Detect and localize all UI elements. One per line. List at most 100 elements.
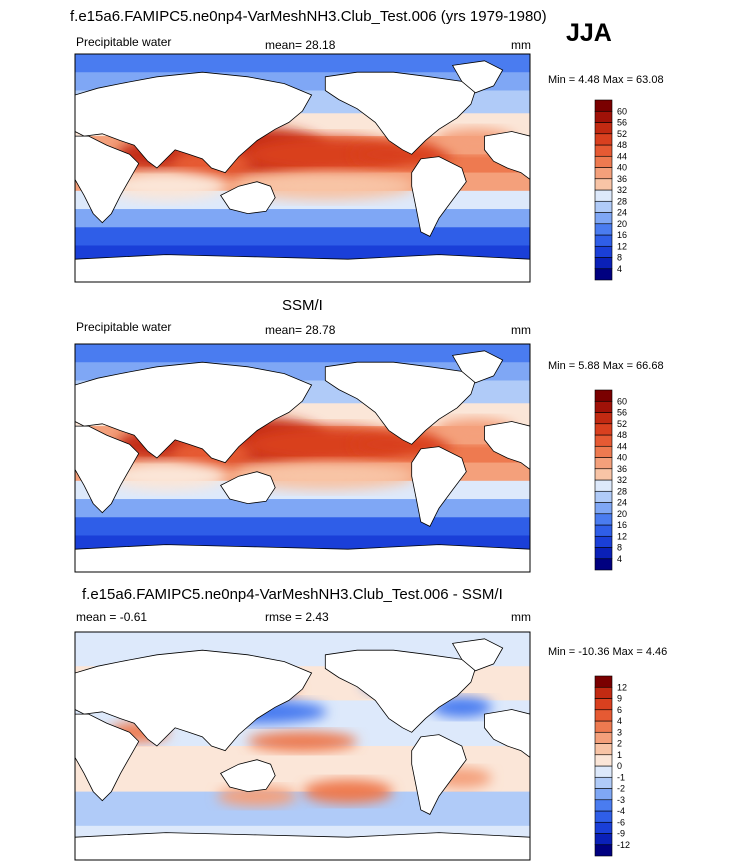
colorbar-box	[594, 776, 613, 789]
colorbar-box	[594, 122, 613, 135]
colorbar-tick-label: 8	[617, 543, 622, 553]
colorbar-box	[594, 743, 613, 756]
colorbar-tick-label: 24	[617, 208, 627, 218]
colorbar-tick-label: 36	[617, 464, 627, 474]
colorbar-tick-label: 8	[617, 253, 622, 263]
panel2-minmax-label: Min = 5.88 Max = 66.68	[548, 360, 664, 372]
colorbar-tick-label: 52	[617, 419, 627, 429]
continent-africa_w	[484, 709, 530, 758]
continent-africa	[75, 425, 140, 514]
colorbar-box	[594, 479, 613, 492]
colorbar-box	[594, 257, 613, 270]
colorbar-tick-label: 48	[617, 430, 627, 440]
map-panel-2	[74, 343, 531, 573]
colorbar-tick-label: 12	[617, 241, 627, 251]
colorbar-tick-label: 48	[617, 140, 627, 150]
colorbar-box	[594, 178, 613, 191]
colorbar-box	[594, 212, 613, 225]
colorbar-tick-label: -9	[617, 829, 625, 839]
continent-namerica	[324, 361, 476, 445]
colorbar-box	[594, 234, 613, 247]
colorbar-tick-label: -4	[617, 806, 625, 816]
colorbar-tick-label: 40	[617, 163, 627, 173]
panel2-mean-label: mean= 28.78	[265, 323, 336, 337]
continent-africa_w	[484, 421, 530, 470]
colorbar-box	[594, 524, 613, 537]
panel2-left-label: Precipitable water	[76, 320, 172, 334]
colorbar-tick-label: 24	[617, 498, 627, 508]
colorbar-box	[594, 754, 613, 767]
continent-africa_w	[484, 131, 530, 180]
colorbar-box	[594, 423, 613, 436]
contour-band	[75, 344, 530, 364]
continent-eurasia	[75, 649, 313, 752]
colorbar-tick-label: 28	[617, 486, 627, 496]
colorbar-tick-label: -3	[617, 795, 625, 805]
colorbar-box	[594, 765, 613, 778]
continent-greenland	[451, 350, 504, 384]
colorbar-tick-label: 2	[617, 739, 622, 749]
colorbar-tick-label: -1	[617, 772, 625, 782]
panel3-minmax-label: Min = -10.36 Max = 4.46	[548, 646, 668, 658]
contour-blob	[235, 172, 416, 201]
colorbar-tick-label: 20	[617, 509, 627, 519]
colorbar-tick-label: 16	[617, 230, 627, 240]
continent-greenland	[451, 60, 504, 94]
colorbar-box	[594, 200, 613, 213]
continent-antarctica	[75, 544, 530, 572]
continent-eurasia	[75, 71, 313, 174]
colorbar-box	[594, 558, 613, 571]
colorbar-box	[594, 223, 613, 236]
colorbar-box	[594, 412, 613, 425]
colorbar-tick-label: 12	[617, 682, 627, 692]
colorbar-box	[594, 133, 613, 146]
colorbar-box	[594, 821, 613, 834]
colorbar-box	[594, 547, 613, 560]
contour-blob	[245, 136, 406, 173]
panel1-left-label: Precipitable water	[76, 35, 172, 49]
panel3-mean-label: mean = -0.61	[76, 610, 148, 624]
continent-antarctica	[75, 254, 530, 282]
colorbar-tick-label: 60	[617, 106, 627, 116]
colorbar-tick-label: -6	[617, 817, 625, 827]
colorbar-box	[594, 155, 613, 168]
panel3-rmse-label: rmse = 2.43	[265, 610, 329, 624]
contour-band	[75, 209, 530, 229]
map-frame	[74, 631, 531, 861]
continent-africa	[75, 713, 140, 802]
contour-blob	[303, 779, 393, 804]
figure-title: f.e15a6.FAMIPC5.ne0np4-VarMeshNH3.Club_T…	[70, 8, 547, 25]
panel1-units-label: mm	[511, 38, 531, 52]
colorbar-box	[594, 698, 613, 711]
panel1-minmax-label: Min = 4.48 Max = 63.08	[548, 74, 664, 86]
colorbar-tick-label: 44	[617, 441, 627, 451]
panel1-mean-label: mean= 28.18	[265, 38, 336, 52]
colorbar-box	[594, 400, 613, 413]
contour-band	[75, 54, 530, 74]
colorbar-tick-label: 12	[617, 531, 627, 541]
contour-blob	[217, 786, 297, 807]
colorbar-tick-label: 9	[617, 694, 622, 704]
colorbar-tick-label: 28	[617, 196, 627, 206]
colorbar-tick-label: 3	[617, 727, 622, 737]
colorbar-box	[594, 268, 613, 281]
colorbar-tick-label: 36	[617, 174, 627, 184]
continent-samerica	[411, 734, 467, 815]
contour-band	[75, 499, 530, 519]
colorbar-tick-label: 20	[617, 219, 627, 229]
colorbar-box	[594, 810, 613, 823]
colorbar-tick-label: 0	[617, 761, 622, 771]
colorbar-box	[594, 535, 613, 548]
colorbar-box	[594, 245, 613, 258]
panel3-title: f.e15a6.FAMIPC5.ne0np4-VarMeshNH3.Club_T…	[82, 586, 503, 603]
continent-greenland	[451, 638, 504, 672]
colorbar-box	[594, 110, 613, 123]
colorbar-tick-label: 56	[617, 408, 627, 418]
colorbar-box	[594, 720, 613, 733]
continent-samerica	[411, 156, 467, 237]
continent-samerica	[411, 446, 467, 527]
colorbar-tick-label: 4	[617, 264, 622, 274]
